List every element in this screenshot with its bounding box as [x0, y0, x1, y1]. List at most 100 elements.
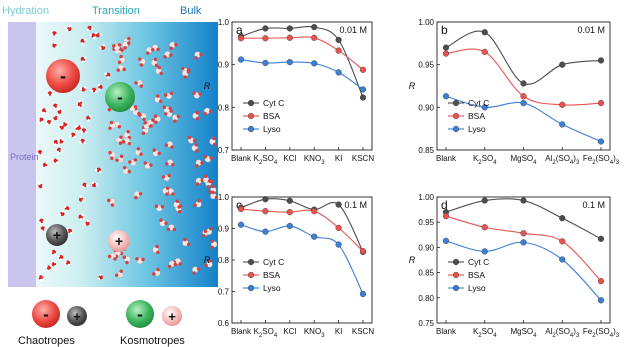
legend-label: Cyt C: [468, 257, 489, 267]
legend-marker: [452, 99, 460, 107]
data-point: [311, 34, 318, 41]
y-axis-label: R: [409, 81, 416, 91]
chart-panel-d: d 0.1 M R 0.75 0.80 0.85 0.90 0.95 1.00 Blank K2SO…: [409, 193, 620, 339]
data-point: [359, 86, 367, 93]
concentration-label: 0.01 M: [339, 25, 367, 35]
kosmotropes-label: Kosmotropes: [120, 335, 185, 347]
series-line-cyt-c: [445, 30, 602, 85]
x-tick-label: KI: [335, 154, 343, 163]
region-label-hydration: Hydration: [2, 5, 49, 17]
x-tick-label: Fe2(SO4)3: [583, 154, 620, 166]
data-point: [359, 94, 367, 101]
svg-text:+: +: [168, 309, 176, 324]
y-tick-label: 1.00: [418, 193, 434, 202]
chaotropes-legend: - + Chaotropes: [18, 300, 87, 347]
data-point: [597, 138, 605, 145]
data-point: [520, 239, 527, 246]
y-tick-label: 0.8: [218, 256, 230, 265]
data-point: [262, 35, 269, 42]
legend-label: Cyt C: [263, 257, 284, 267]
x-tick-label: KSCN: [352, 327, 374, 336]
legend-label: BSA: [263, 270, 280, 280]
svg-text:+: +: [115, 233, 123, 249]
y-tick-label: 0.90: [418, 243, 434, 252]
concentration-label: 0.1 M: [344, 200, 367, 210]
series-line-lyso: [240, 59, 364, 90]
x-tick-label: Blank: [436, 154, 457, 163]
y-tick-label: 0.75: [418, 319, 434, 328]
data-point: [286, 34, 293, 41]
data-point: [597, 99, 605, 107]
x-tick-label: Blank: [436, 327, 457, 336]
region-label-bulk: Bulk: [180, 5, 202, 17]
data-point: [559, 101, 566, 108]
data-point: [335, 36, 342, 44]
legend-marker: [452, 258, 460, 266]
data-point: [559, 61, 566, 68]
data-point: [520, 230, 527, 237]
hydration-schematic: Protein Hydration Transition Bulk - - + …: [2, 5, 218, 347]
data-point: [237, 221, 245, 228]
data-point: [237, 35, 245, 42]
data-point: [286, 59, 293, 66]
panel-label: c: [236, 198, 242, 212]
legend-marker: [247, 112, 255, 120]
y-tick-label: 0.6: [218, 319, 230, 328]
data-point: [311, 24, 318, 31]
panel-label: b: [441, 23, 448, 37]
y-tick-label: 0.85: [418, 269, 434, 278]
data-point: [597, 297, 605, 304]
svg-text:-: -: [60, 66, 66, 86]
data-point: [262, 196, 269, 203]
y-axis-label: R: [409, 255, 416, 265]
data-point: [335, 201, 342, 208]
x-tick-label: K2SO4: [473, 327, 497, 339]
chaotrope-anion-scheme: -: [46, 59, 80, 93]
x-tick-label: Blank: [231, 154, 252, 163]
protein-label: Protein: [10, 152, 39, 162]
y-tick-label: 0.9: [218, 225, 230, 234]
data-point: [481, 197, 488, 204]
y-tick-label: 0.8: [218, 103, 230, 112]
y-tick-label: 0.7: [218, 288, 230, 297]
data-point: [286, 197, 293, 204]
data-point: [335, 69, 342, 76]
data-point: [520, 93, 527, 100]
data-point: [442, 213, 450, 220]
data-point: [559, 256, 566, 263]
x-tick-label: MgSO4: [510, 154, 537, 166]
x-tick-label: Al2(SO4)3: [545, 154, 580, 166]
x-tick-label: Blank: [231, 327, 252, 336]
y-tick-label: 0.95: [418, 61, 434, 70]
data-point: [442, 44, 450, 51]
series-line-bsa: [240, 36, 364, 71]
y-tick-label: 1.0: [218, 193, 230, 202]
data-point: [359, 66, 367, 73]
data-point: [286, 209, 293, 216]
data-point: [442, 237, 450, 244]
legend-marker: [452, 112, 460, 120]
x-tick-label: KNO3: [304, 327, 325, 339]
legend-marker: [247, 271, 255, 279]
data-point: [597, 278, 605, 285]
panel-label: a: [236, 23, 243, 37]
concentration-label: 0.1 M: [582, 200, 605, 210]
water-molecules: [36, 24, 218, 282]
y-tick-label: 1.00: [418, 18, 434, 27]
kosmotropes-legend: - + Kosmotropes: [120, 300, 185, 347]
data-point: [286, 25, 293, 32]
data-point: [286, 222, 293, 230]
data-point: [262, 208, 269, 215]
legend-label: BSA: [468, 111, 485, 121]
legend-marker: [247, 125, 255, 133]
data-point: [481, 248, 488, 255]
data-point: [237, 205, 245, 213]
kosmotrope-cation-scheme: +: [108, 230, 130, 252]
data-point: [335, 47, 342, 54]
plot-frame: [231, 21, 373, 151]
x-tick-label: KSCN: [352, 154, 374, 163]
y-tick-label: 0.90: [418, 103, 434, 112]
kosmotrope-anion-scheme: -: [105, 82, 135, 112]
y-tick-label: 0.95: [418, 218, 434, 227]
